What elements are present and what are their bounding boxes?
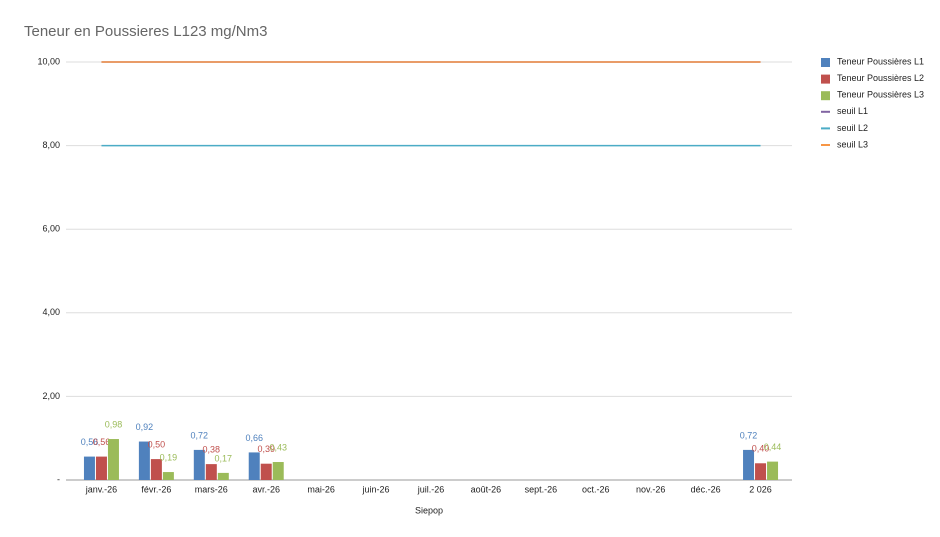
data-label: 0,98 <box>105 419 123 429</box>
data-label: 0,72 <box>740 430 758 440</box>
bar <box>755 463 767 480</box>
x-tick-label: déc.-26 <box>691 484 721 494</box>
legend-label: seuil L2 <box>837 123 868 133</box>
y-tick-label: 8,00 <box>42 140 60 150</box>
bar <box>217 472 229 480</box>
data-label: 0,38 <box>203 444 221 454</box>
bar <box>272 462 284 480</box>
data-label: 0,44 <box>764 442 782 452</box>
data-label: 0,56 <box>93 437 111 447</box>
legend-swatch <box>821 74 830 84</box>
bar <box>743 449 755 480</box>
bar <box>162 472 174 480</box>
legend-label: seuil L3 <box>837 139 868 149</box>
data-label: 0,72 <box>191 430 209 440</box>
x-tick-label: janv.-26 <box>85 484 117 494</box>
x-tick-label: août-26 <box>471 484 502 494</box>
bar <box>260 463 272 480</box>
y-tick-label: 6,00 <box>42 224 60 234</box>
data-label: 0,40 <box>752 444 770 454</box>
x-axis-label: Siepop <box>415 505 443 515</box>
y-tick-label: 10,00 <box>37 56 60 66</box>
data-label: 0,19 <box>160 452 178 462</box>
data-label: 0,43 <box>269 442 287 452</box>
x-tick-label: nov.-26 <box>636 484 665 494</box>
chart-title: Teneur en Poussieres L123 mg/Nm3 <box>24 23 267 40</box>
bar <box>95 456 107 480</box>
data-label: 0,50 <box>148 439 166 449</box>
bar <box>83 456 95 480</box>
data-label: 0,39 <box>257 444 275 454</box>
bar <box>248 452 260 480</box>
legend-label: seuil L1 <box>837 106 868 116</box>
x-tick-label: sept.-26 <box>525 484 558 494</box>
legend-swatch <box>821 58 830 67</box>
data-label: 0,66 <box>245 433 263 443</box>
bar <box>138 441 150 480</box>
x-tick-label: mai-26 <box>307 484 335 494</box>
legend-label: Teneur Poussières L1 <box>837 56 924 66</box>
y-tick-label: - <box>57 474 60 484</box>
data-label: 0,92 <box>136 422 154 432</box>
bar <box>193 449 205 480</box>
x-tick-label: 2 026 <box>749 484 772 494</box>
x-tick-label: juil.-26 <box>417 484 445 494</box>
x-tick-label: juin-26 <box>362 484 390 494</box>
bar <box>107 439 119 480</box>
y-tick-label: 4,00 <box>42 307 60 317</box>
legend-swatch <box>821 91 830 101</box>
legend-label: Teneur Poussières L3 <box>837 90 924 100</box>
data-label: 0,56 <box>81 437 99 447</box>
x-tick-label: févr.-26 <box>141 484 171 494</box>
bar <box>767 461 779 480</box>
bar <box>150 459 162 480</box>
x-tick-label: mars-26 <box>195 484 228 494</box>
y-tick-label: 2,00 <box>42 391 60 401</box>
bar <box>205 464 217 480</box>
data-label: 0,17 <box>215 453 233 463</box>
x-tick-label: avr.-26 <box>252 484 280 494</box>
x-tick-label: oct.-26 <box>582 484 610 494</box>
legend-label: Teneur Poussières L2 <box>837 73 924 83</box>
